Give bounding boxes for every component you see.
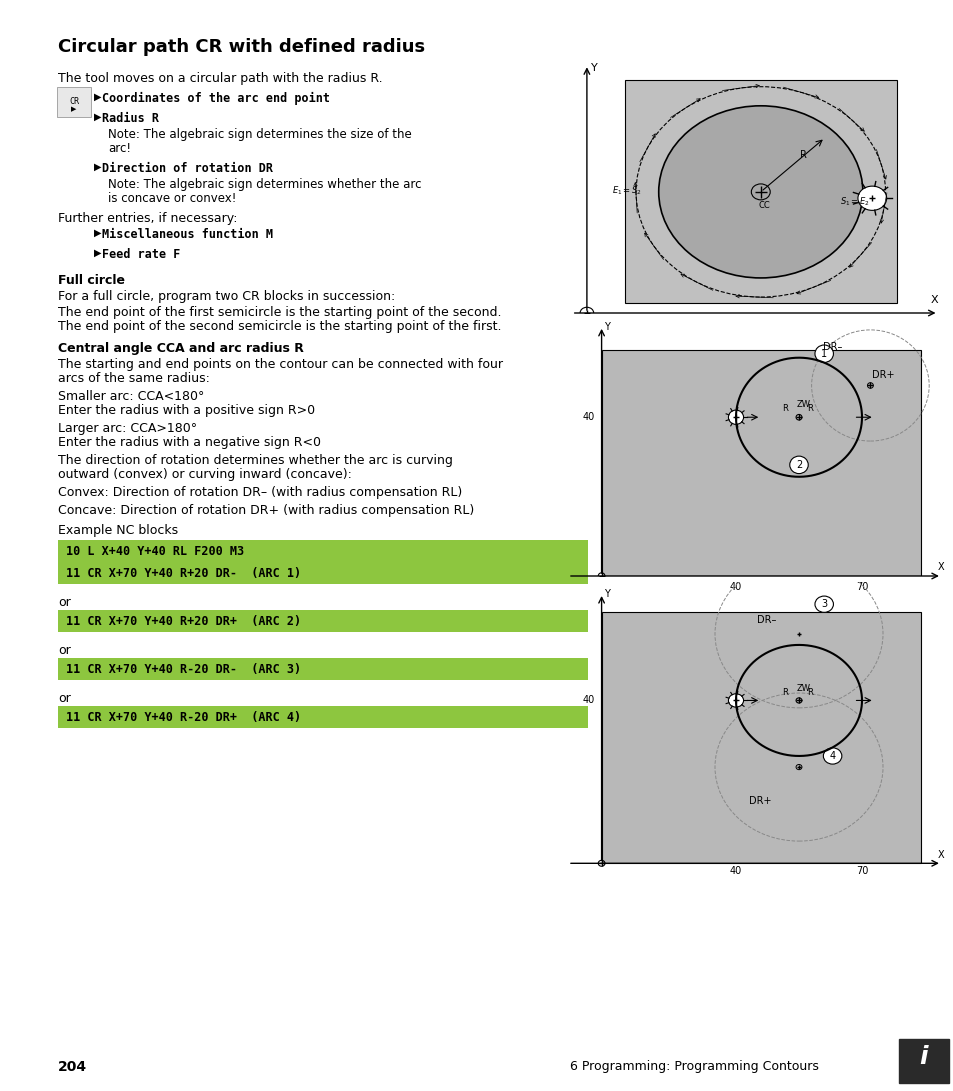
Text: arc!: arc!: [108, 142, 131, 155]
Text: For a full circle, program two CR blocks in succession:: For a full circle, program two CR blocks…: [58, 290, 395, 303]
Text: Coordinates of the arc end point: Coordinates of the arc end point: [102, 92, 330, 105]
Text: R: R: [806, 405, 812, 413]
Text: outward (convex) or curving inward (concave):: outward (convex) or curving inward (conc…: [58, 468, 352, 481]
Text: Full circle: Full circle: [58, 274, 125, 287]
Text: 40: 40: [729, 582, 741, 592]
Text: ▶: ▶: [94, 248, 101, 257]
Text: R: R: [781, 405, 787, 413]
Text: Larger arc: CCA>180°: Larger arc: CCA>180°: [58, 422, 197, 435]
FancyBboxPatch shape: [57, 87, 91, 117]
Text: Further entries, if necessary:: Further entries, if necessary:: [58, 212, 237, 225]
Bar: [58, 610, 587, 632]
Text: Central angle CCA and arc radius R: Central angle CCA and arc radius R: [58, 341, 304, 355]
Circle shape: [822, 747, 841, 764]
Text: The end point of the second semicircle is the starting point of the first.: The end point of the second semicircle i…: [58, 320, 501, 333]
Text: 40: 40: [582, 412, 595, 422]
Text: arcs of the same radius:: arcs of the same radius:: [58, 372, 210, 385]
Circle shape: [728, 694, 742, 707]
Text: Y: Y: [603, 322, 609, 332]
Text: Note: The algebraic sign determines the size of the: Note: The algebraic sign determines the …: [108, 128, 412, 141]
Text: The starting and end points on the contour can be connected with four: The starting and end points on the conto…: [58, 358, 502, 371]
Text: 6 Programming: Programming Contours: 6 Programming: Programming Contours: [569, 1060, 818, 1074]
Text: ▶: ▶: [71, 106, 76, 112]
Text: 40: 40: [582, 695, 595, 706]
Text: 70: 70: [855, 866, 867, 876]
Text: Radius R: Radius R: [102, 112, 159, 125]
Text: DR+: DR+: [871, 370, 893, 380]
Text: Enter the radius with a negative sign R<0: Enter the radius with a negative sign R<…: [58, 436, 320, 449]
Bar: [58, 658, 587, 680]
Circle shape: [814, 345, 833, 362]
Text: The end point of the first semicircle is the starting point of the second.: The end point of the first semicircle is…: [58, 305, 501, 319]
Text: 4: 4: [829, 751, 835, 760]
Text: X: X: [937, 850, 943, 860]
Text: CR: CR: [69, 97, 79, 106]
Text: R: R: [781, 688, 787, 697]
Text: Concave: Direction of rotation DR+ (with radius compensation RL): Concave: Direction of rotation DR+ (with…: [58, 504, 474, 517]
Text: R: R: [806, 688, 812, 697]
Circle shape: [857, 187, 885, 211]
Text: DR–: DR–: [822, 341, 841, 351]
Text: Y: Y: [603, 589, 609, 599]
Text: 11 CR X+70 Y+40 R-20 DR-  (ARC 3): 11 CR X+70 Y+40 R-20 DR- (ARC 3): [66, 663, 301, 676]
Text: ▶: ▶: [94, 161, 101, 172]
Text: R: R: [800, 151, 806, 160]
Text: Y: Y: [590, 63, 597, 73]
Text: or: or: [58, 644, 71, 657]
Text: 3: 3: [821, 599, 826, 609]
Bar: [601, 350, 920, 576]
FancyBboxPatch shape: [898, 1039, 948, 1083]
Text: is concave or convex!: is concave or convex!: [108, 192, 236, 205]
Text: 2: 2: [795, 460, 801, 470]
Text: Direction of rotation DR: Direction of rotation DR: [102, 161, 273, 175]
Text: $S_1=E_2$: $S_1=E_2$: [840, 195, 869, 207]
Text: 40: 40: [729, 866, 741, 876]
Text: 11 CR X+70 Y+40 R-20 DR+  (ARC 4): 11 CR X+70 Y+40 R-20 DR+ (ARC 4): [66, 711, 301, 724]
Text: The direction of rotation determines whether the arc is curving: The direction of rotation determines whe…: [58, 454, 453, 467]
Bar: [624, 81, 896, 303]
Bar: [58, 540, 587, 584]
Text: Enter the radius with a positive sign R>0: Enter the radius with a positive sign R>…: [58, 404, 314, 417]
Text: i: i: [919, 1045, 927, 1069]
Text: Convex: Direction of rotation DR– (with radius compensation RL): Convex: Direction of rotation DR– (with …: [58, 485, 462, 499]
Text: Example NC blocks: Example NC blocks: [58, 524, 178, 537]
Text: DR–: DR–: [757, 614, 776, 625]
Text: 10 L X+40 Y+40 RL F200 M3: 10 L X+40 Y+40 RL F200 M3: [66, 546, 244, 558]
Text: The tool moves on a circular path with the radius R.: The tool moves on a circular path with t…: [58, 72, 382, 85]
Text: Circular path CR with defined radius: Circular path CR with defined radius: [58, 38, 425, 56]
Circle shape: [789, 456, 807, 473]
Text: or: or: [58, 596, 71, 609]
Text: ▶: ▶: [94, 92, 101, 101]
Text: Feed rate F: Feed rate F: [102, 248, 180, 261]
Text: or: or: [58, 692, 71, 705]
Text: Note: The algebraic sign determines whether the arc: Note: The algebraic sign determines whet…: [108, 178, 421, 191]
Text: ZW: ZW: [796, 400, 809, 409]
Text: X: X: [930, 296, 938, 305]
Text: ▶: ▶: [94, 228, 101, 238]
Text: 1: 1: [821, 349, 826, 359]
Text: Smaller arc: CCA<180°: Smaller arc: CCA<180°: [58, 389, 204, 403]
Circle shape: [658, 106, 862, 278]
Circle shape: [814, 596, 833, 612]
Bar: [601, 612, 920, 863]
Text: 11 CR X+70 Y+40 R+20 DR+  (ARC 2): 11 CR X+70 Y+40 R+20 DR+ (ARC 2): [66, 615, 301, 628]
Bar: [58, 706, 587, 728]
Text: DR+: DR+: [748, 796, 770, 806]
Text: CC: CC: [758, 201, 770, 209]
Text: 204: 204: [58, 1060, 87, 1074]
Text: 6.4 Path Contours—Cartesian Coordinates: 6.4 Path Contours—Cartesian Coordinates: [20, 415, 30, 676]
Text: X: X: [937, 562, 943, 572]
Text: $E_1=S_2$: $E_1=S_2$: [611, 184, 641, 196]
Text: 11 CR X+70 Y+40 R+20 DR-  (ARC 1): 11 CR X+70 Y+40 R+20 DR- (ARC 1): [66, 567, 301, 580]
Circle shape: [728, 410, 742, 424]
Text: ▶: ▶: [94, 112, 101, 122]
Text: ZW: ZW: [796, 684, 809, 693]
Text: Miscellaneous function M: Miscellaneous function M: [102, 228, 273, 241]
Text: 70: 70: [855, 582, 867, 592]
